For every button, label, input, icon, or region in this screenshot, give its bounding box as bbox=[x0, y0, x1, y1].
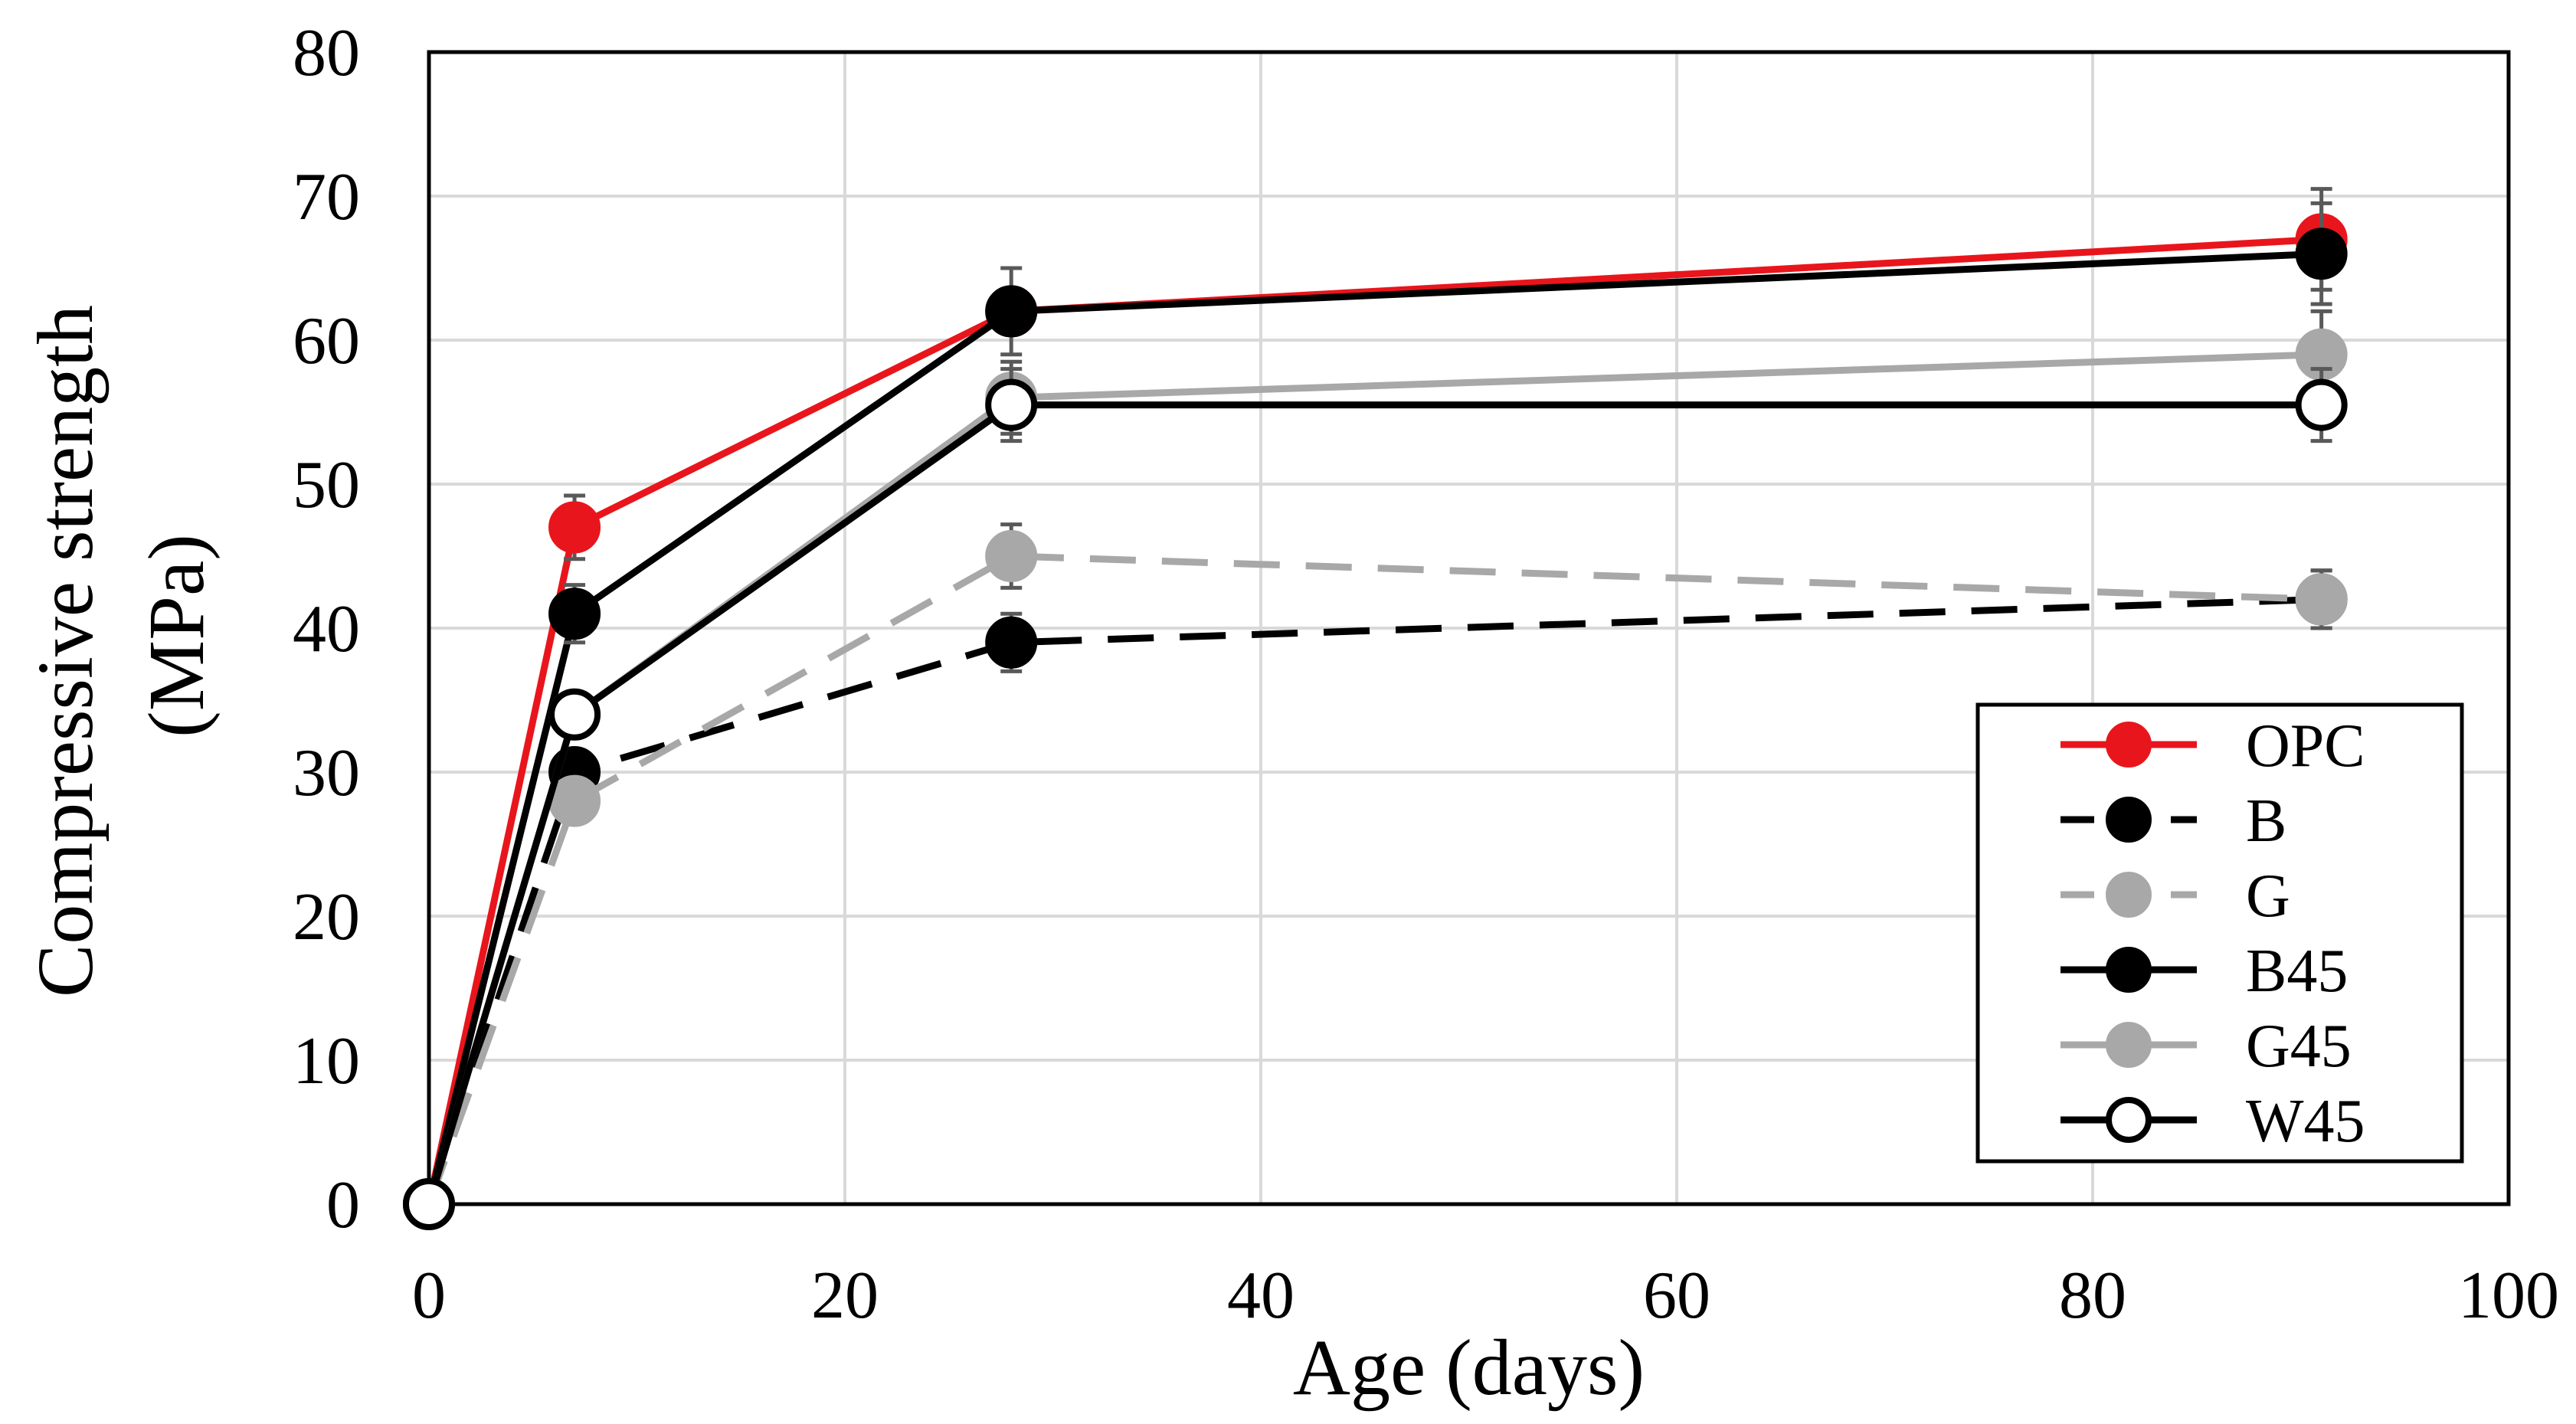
x-tick-label-60: 60 bbox=[1643, 1259, 1710, 1333]
data-point-b45-28 bbox=[985, 285, 1038, 338]
data-point-w45-91 bbox=[2295, 378, 2348, 431]
data-point-b45-7 bbox=[548, 588, 601, 640]
legend-marker-b45 bbox=[2106, 947, 2152, 993]
legend-label-w45: W45 bbox=[2246, 1088, 2365, 1155]
legend-label-opc: OPC bbox=[2246, 712, 2365, 780]
data-point-w45-7 bbox=[548, 688, 601, 741]
series-w45 bbox=[403, 367, 2348, 1230]
data-point-b-28 bbox=[985, 616, 1038, 669]
legend: OPC BG B45 G45 W45 bbox=[1975, 702, 2464, 1164]
y-tick-label-10: 10 bbox=[293, 1024, 360, 1098]
legend-item-w45: W45 bbox=[2060, 1088, 2365, 1155]
series-b45 bbox=[403, 201, 2348, 1230]
legend-marker-g45 bbox=[2106, 1022, 2152, 1068]
x-tick-label-100: 100 bbox=[2458, 1259, 2559, 1333]
y-tick-label-50: 50 bbox=[293, 448, 360, 522]
plot-area-frame bbox=[427, 50, 2511, 1206]
data-point-b45-91 bbox=[2295, 228, 2348, 280]
legend-item-b: B bbox=[2060, 787, 2286, 855]
series-line-b bbox=[425, 595, 2322, 1206]
legend-item-g45: G45 bbox=[2060, 1013, 2352, 1080]
y-axis-title-line1: Compressive strength bbox=[21, 305, 110, 997]
legend-label-b: B bbox=[2246, 787, 2286, 855]
data-point-g-28 bbox=[985, 530, 1038, 582]
data-point-w45-28 bbox=[985, 378, 1038, 431]
legend-marker-w45 bbox=[2106, 1097, 2152, 1143]
series-line-b45 bbox=[425, 250, 2322, 1206]
data-series bbox=[403, 187, 2348, 1230]
legend-box bbox=[1975, 702, 2464, 1164]
legend-item-b45: B45 bbox=[2060, 938, 2348, 1005]
series-line-opc bbox=[425, 235, 2322, 1205]
y-tick-label-70: 70 bbox=[293, 160, 360, 234]
x-axis-title: Age (days) bbox=[1293, 1324, 1645, 1412]
y-tick-label-20: 20 bbox=[293, 880, 360, 954]
x-tick-label-20: 20 bbox=[811, 1259, 879, 1333]
legend-marker-g bbox=[2106, 872, 2152, 918]
data-point-w45-0 bbox=[403, 1178, 455, 1230]
x-tick-label-0: 0 bbox=[412, 1259, 446, 1333]
y-tick-label-80: 80 bbox=[293, 16, 360, 90]
y-tick-label-30: 30 bbox=[293, 736, 360, 810]
legend-item-g: G bbox=[2060, 863, 2290, 930]
series-line-w45 bbox=[425, 401, 2322, 1206]
legend-item-opc: OPC bbox=[2060, 712, 2365, 780]
data-point-g-7 bbox=[548, 774, 601, 827]
legend-label-g: G bbox=[2246, 863, 2290, 930]
series-line-g bbox=[425, 552, 2322, 1206]
data-point-g-91 bbox=[2295, 573, 2348, 626]
axis-ticks: 0 20 40 60 80 100 0 10 20 30 40 50 60 70 80 bbox=[293, 16, 2559, 1333]
data-point-opc-7 bbox=[548, 501, 601, 554]
x-tick-label-80: 80 bbox=[2059, 1259, 2126, 1333]
series-g bbox=[403, 522, 2348, 1230]
legend-marker-b bbox=[2106, 797, 2152, 843]
legend-label-b45: B45 bbox=[2246, 938, 2348, 1005]
y-tick-label-40: 40 bbox=[293, 592, 360, 666]
legend-label-g45: G45 bbox=[2246, 1013, 2352, 1080]
legend-marker-opc bbox=[2106, 722, 2152, 768]
y-tick-label-60: 60 bbox=[293, 304, 360, 378]
y-axis-title-line2: (MPa) bbox=[133, 534, 221, 738]
y-tick-label-0: 0 bbox=[326, 1168, 360, 1242]
x-tick-label-40: 40 bbox=[1227, 1259, 1295, 1333]
